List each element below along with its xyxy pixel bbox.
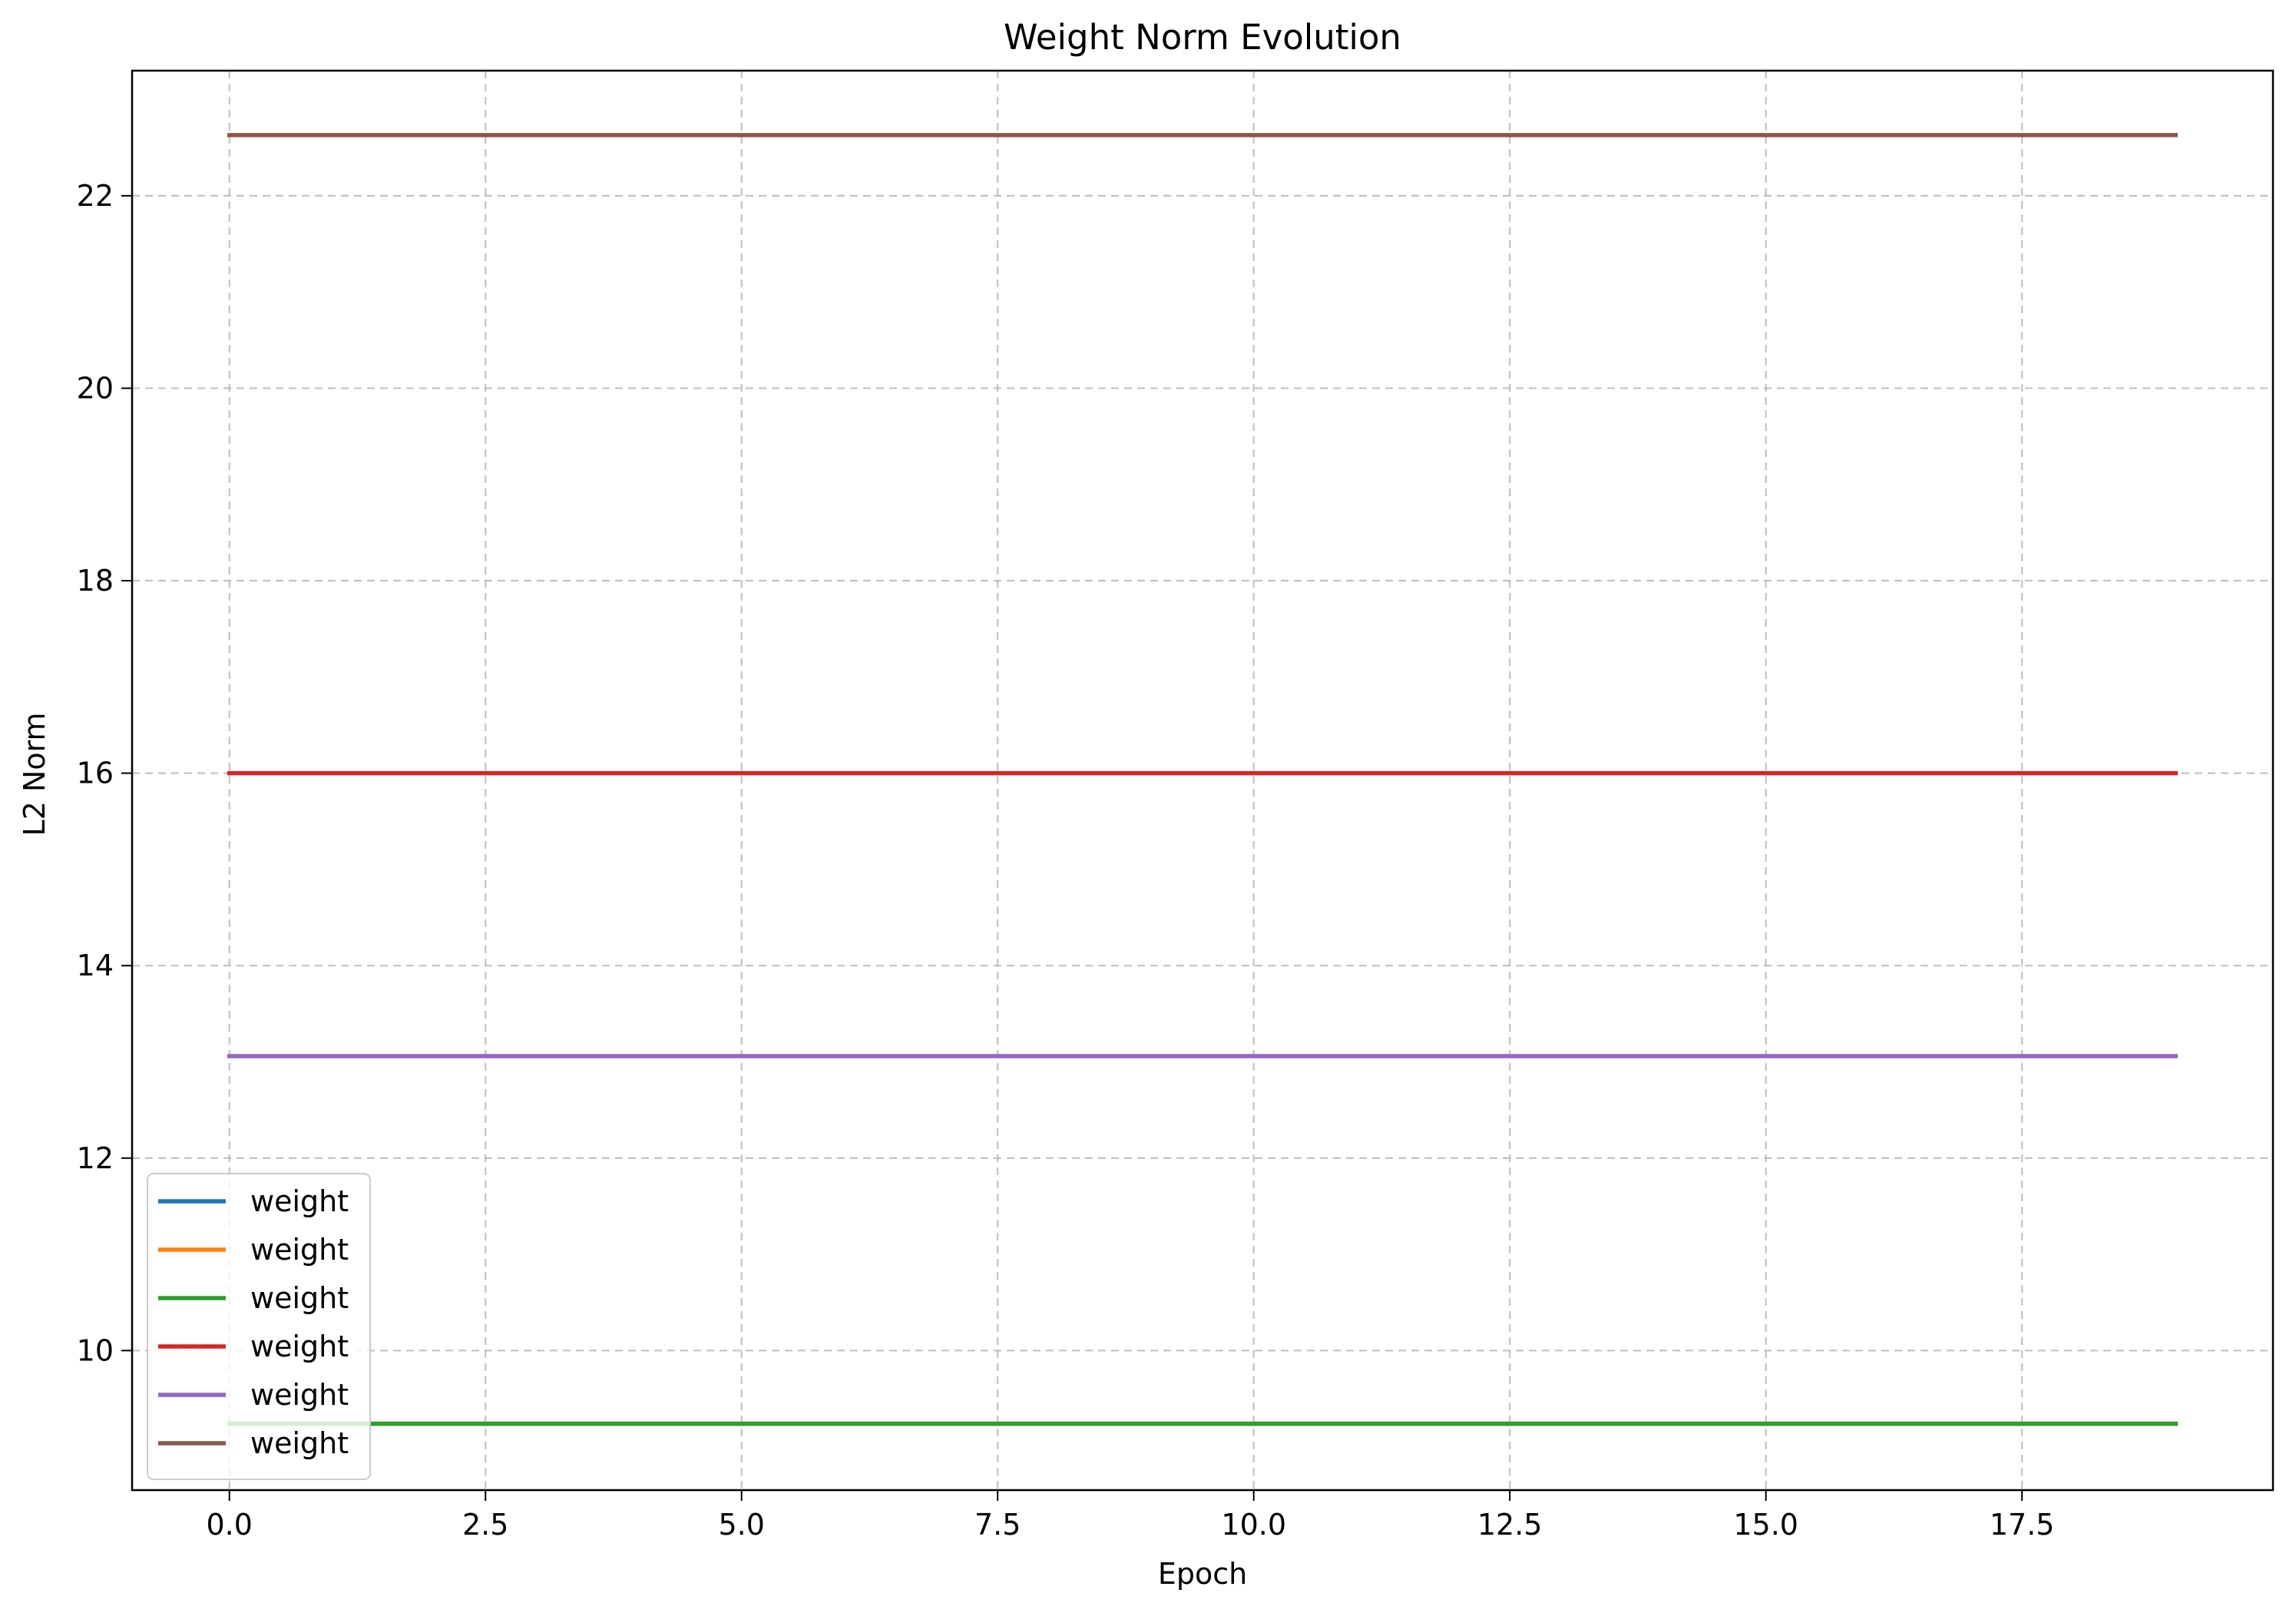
x-tick-label: 15.0 (1733, 1508, 1798, 1542)
y-tick-label: 10 (77, 1333, 114, 1367)
plot-frame (131, 69, 2274, 1492)
x-tick-label: 10.0 (1221, 1508, 1286, 1542)
series-lines (227, 133, 2179, 1426)
y-tick-label: 14 (77, 949, 114, 982)
y-tick-label: 18 (77, 564, 114, 598)
y-tick-label: 20 (77, 371, 114, 405)
x-tick-label: 2.5 (462, 1508, 508, 1542)
legend-entry-label: weight (250, 1281, 349, 1315)
legend-entry-label: weight (250, 1184, 349, 1218)
y-tick-label: 22 (77, 179, 114, 213)
legend-entry-label: weight (250, 1378, 349, 1412)
y-tick-label: 12 (77, 1141, 114, 1175)
x-axis-ticks: 0.0 2.5 5.0 7.5 10.0 12.5 15.0 17.5 (207, 1490, 2055, 1542)
x-tick-label: 5.0 (718, 1508, 764, 1542)
chart-title: Weight Norm Evolution (1004, 17, 1401, 58)
x-tick-label: 12.5 (1477, 1508, 1543, 1542)
x-tick-label: 17.5 (1990, 1508, 2055, 1542)
y-axis-ticks: 10 12 14 16 18 20 22 (77, 179, 132, 1367)
x-tick-label: 0.0 (207, 1508, 253, 1542)
x-axis-label: Epoch (1158, 1557, 1247, 1591)
y-tick-label: 16 (77, 757, 114, 790)
legend-entry-label: weight (250, 1233, 349, 1267)
legend-entry-label: weight (250, 1426, 349, 1460)
legend-entry-label: weight (250, 1330, 349, 1363)
x-tick-label: 7.5 (974, 1508, 1021, 1542)
y-axis-label: L2 Norm (18, 712, 51, 836)
legend: weight weight weight weight weight weight (147, 1173, 371, 1480)
